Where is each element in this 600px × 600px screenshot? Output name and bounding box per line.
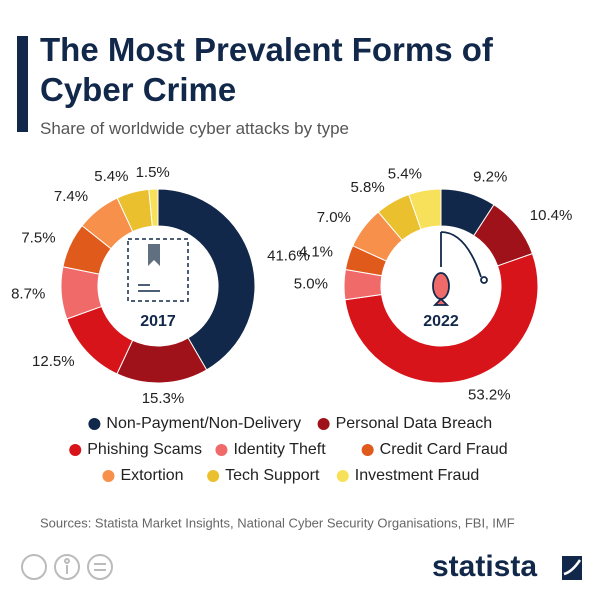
value-label: 8.7% xyxy=(11,285,45,302)
license-icons xyxy=(21,554,113,580)
value-label: 4.1% xyxy=(299,244,333,261)
donut-segment xyxy=(344,252,539,384)
legend-marker xyxy=(336,470,349,482)
value-label: 7.0% xyxy=(317,209,351,226)
value-label: 53.2% xyxy=(468,387,511,404)
brand: statista xyxy=(432,550,537,583)
legend-label: Investment Fraud xyxy=(355,467,480,484)
legend-marker xyxy=(207,470,220,482)
donut-segment xyxy=(148,188,159,227)
legend-label: Extortion xyxy=(120,467,183,484)
legend-label: Personal Data Breach xyxy=(336,415,493,432)
title: The Most Prevalent Forms of Cyber Crime xyxy=(40,31,493,108)
value-label: 1.5% xyxy=(136,164,170,181)
source: Sources: Statista Market Insights, Natio… xyxy=(40,515,515,530)
legend-marker xyxy=(88,418,101,430)
value-label: 41.6% xyxy=(267,248,310,265)
value-label: 7.4% xyxy=(54,188,88,205)
legend-marker xyxy=(361,444,374,456)
legend-marker xyxy=(69,444,82,456)
brand-logo-mark xyxy=(563,559,582,576)
center-label: 2022 xyxy=(423,313,459,330)
legend-label: Phishing Scams xyxy=(87,441,202,458)
value-label: 15.3% xyxy=(142,390,185,407)
value-label: 5.4% xyxy=(94,168,128,185)
value-label: 12.5% xyxy=(32,353,75,370)
donut-segment xyxy=(408,188,442,231)
value-label: 10.4% xyxy=(530,207,573,224)
legend-label: Tech Support xyxy=(225,467,320,484)
donut-segment xyxy=(157,188,256,371)
legend-marker xyxy=(317,418,330,430)
legend-marker xyxy=(102,470,115,482)
icon-book xyxy=(127,238,189,302)
center-label: 2017 xyxy=(140,313,176,330)
legend-label: Credit Card Fraud xyxy=(380,441,508,458)
value-label: 5.4% xyxy=(388,166,422,183)
value-label: 5.8% xyxy=(351,179,385,196)
subtitle: Share of worldwide cyber attacks by type xyxy=(40,119,349,138)
icon-phishing xyxy=(432,231,488,306)
legend-label: Identity Theft xyxy=(233,441,326,458)
title-bar xyxy=(17,36,28,132)
legend-label: Non-Payment/Non-Delivery xyxy=(106,415,301,432)
value-label: 5.0% xyxy=(294,275,328,292)
value-label: 7.5% xyxy=(21,229,55,246)
value-label: 9.2% xyxy=(473,169,507,186)
legend-marker xyxy=(215,444,228,456)
